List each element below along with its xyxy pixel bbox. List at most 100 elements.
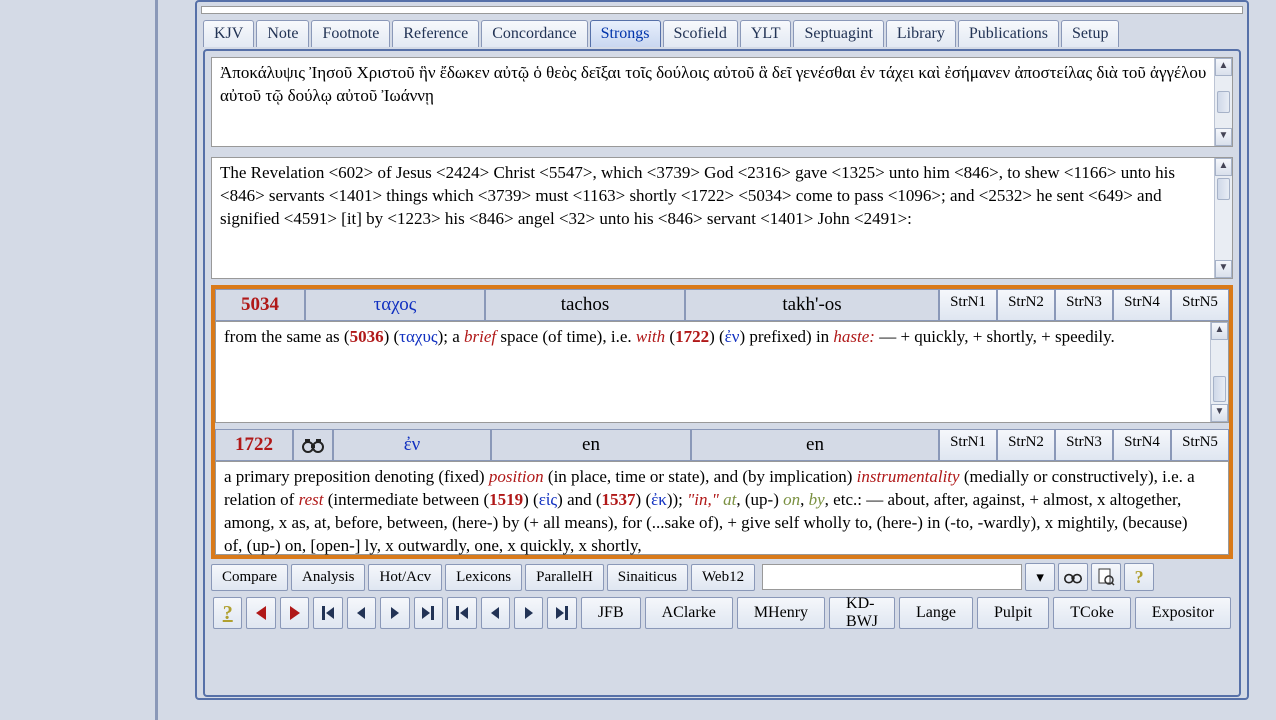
scroll-thumb[interactable] [1213, 376, 1226, 402]
def-text: — + quickly, + shortly, + speedily. [875, 327, 1115, 346]
dropdown-icon[interactable]: ▾ [1025, 563, 1055, 591]
bottom-tab-parallelh[interactable]: ParallelH [525, 564, 604, 591]
last-button[interactable] [414, 597, 443, 629]
strn1-button[interactable]: StrN1 [939, 289, 997, 321]
next2-button[interactable] [514, 597, 543, 629]
commentary-expositor[interactable]: Expositor [1135, 597, 1231, 629]
strongs-greek[interactable]: ταχος [305, 289, 485, 321]
help-icon[interactable]: ? [1124, 563, 1154, 591]
tab-ylt[interactable]: YLT [740, 20, 792, 47]
bottom-tab-compare[interactable]: Compare [211, 564, 288, 591]
bottom-tab-hot/acv[interactable]: Hot/Acv [368, 564, 442, 591]
strongs-translit: tachos [485, 289, 685, 321]
ref-greek[interactable]: εἰς [539, 490, 557, 509]
strn3-button[interactable]: StrN3 [1055, 429, 1113, 461]
tab-kjv[interactable]: KJV [203, 20, 254, 47]
def-text: space (of time), i.e. [496, 327, 636, 346]
ref-greek[interactable]: ἐν [725, 327, 740, 346]
bottom-tab-web12[interactable]: Web12 [691, 564, 755, 591]
tab-library[interactable]: Library [886, 20, 956, 47]
def-italic: on [783, 490, 800, 509]
next-button[interactable] [380, 597, 409, 629]
tab-footnote[interactable]: Footnote [311, 20, 390, 47]
scroll-down-icon[interactable]: ▼ [1215, 128, 1232, 146]
first2-button[interactable] [447, 597, 476, 629]
ref-1519[interactable]: 1519 [489, 490, 523, 509]
scrollbar[interactable]: ▲ ▼ [1214, 58, 1232, 146]
tab-scofield[interactable]: Scofield [663, 20, 738, 47]
def-italic: rest [299, 490, 324, 509]
strongs-header-5034: 5034 ταχος tachos takh'-os StrN1 StrN2 S… [215, 289, 1229, 321]
tab-septuagint[interactable]: Septuagint [793, 20, 883, 47]
commentary-tcoke[interactable]: TCoke [1053, 597, 1131, 629]
bottom-tab-analysis[interactable]: Analysis [291, 564, 366, 591]
strn4-button[interactable]: StrN4 [1113, 289, 1171, 321]
scroll-down-icon[interactable]: ▼ [1211, 404, 1228, 422]
next-red-button[interactable] [280, 597, 309, 629]
tab-reference[interactable]: Reference [392, 20, 479, 47]
strn2-button[interactable]: StrN2 [997, 429, 1055, 461]
search-page-icon[interactable] [1091, 563, 1121, 591]
strn5-button[interactable]: StrN5 [1171, 289, 1229, 321]
scroll-thumb[interactable] [1217, 178, 1230, 200]
tab-concordance[interactable]: Concordance [481, 20, 587, 47]
scrollbar[interactable]: ▲ ▼ [1214, 158, 1232, 278]
ref-5036[interactable]: 5036 [350, 327, 384, 346]
ref-1722[interactable]: 1722 [675, 327, 709, 346]
def-text: , [800, 490, 809, 509]
interlinear-pane: The Revelation <602> of Jesus <2424> Chr… [211, 157, 1233, 279]
binoculars-icon[interactable] [293, 429, 333, 461]
bottom-input[interactable] [762, 564, 1022, 590]
first-button[interactable] [313, 597, 342, 629]
tab-strongs[interactable]: Strongs [590, 20, 661, 47]
strongs-greek[interactable]: ἐν [333, 429, 491, 461]
top-tab-row: KJVNoteFootnoteReferenceConcordanceStron… [197, 18, 1247, 47]
prev-button[interactable] [347, 597, 376, 629]
def-italic: with [636, 327, 665, 346]
help-button[interactable]: ? [213, 597, 242, 629]
strongs-pronounce: en [691, 429, 939, 461]
commentary-jfb[interactable]: JFB [581, 597, 641, 629]
commentary-lange[interactable]: Lange [899, 597, 973, 629]
scroll-up-icon[interactable]: ▲ [1211, 322, 1228, 340]
strongs-number: 5034 [215, 289, 305, 321]
strn4-button[interactable]: StrN4 [1113, 429, 1171, 461]
strongs-number: 1722 [215, 429, 293, 461]
strn3-button[interactable]: StrN3 [1055, 289, 1113, 321]
commentary-pulpit[interactable]: Pulpit [977, 597, 1049, 629]
strn1-button[interactable]: StrN1 [939, 429, 997, 461]
bottom-tab-row: CompareAnalysisHot/AcvLexiconsParallelHS… [211, 563, 1233, 591]
scroll-up-icon[interactable]: ▲ [1215, 58, 1232, 76]
scroll-down-icon[interactable]: ▼ [1215, 260, 1232, 278]
ref-greek[interactable]: ταχυς [399, 327, 437, 346]
def-italic: at [723, 490, 736, 509]
strn5-button[interactable]: StrN5 [1171, 429, 1229, 461]
ref-greek[interactable]: ἐκ [651, 490, 667, 509]
def-italic: brief [464, 327, 496, 346]
scroll-up-icon[interactable]: ▲ [1215, 158, 1232, 176]
tab-publications[interactable]: Publications [958, 20, 1059, 47]
last2-button[interactable] [547, 597, 576, 629]
prev2-button[interactable] [481, 597, 510, 629]
greek-text: Ἀποκάλυψις Ἰησοῦ Χριστοῦ ἣν ἔδωκεν αὐτῷ … [212, 58, 1232, 112]
tab-setup[interactable]: Setup [1061, 20, 1119, 47]
scrollbar[interactable]: ▲ ▼ [1210, 322, 1228, 422]
def-text: ) and ( [557, 490, 601, 509]
ref-1537[interactable]: 1537 [602, 490, 636, 509]
commentary-aclarke[interactable]: AClarke [645, 597, 733, 629]
commentary-mhenry[interactable]: MHenry [737, 597, 825, 629]
def-text: , (up-) [736, 490, 783, 509]
def-text: from the same as ( [224, 327, 350, 346]
strn2-button[interactable]: StrN2 [997, 289, 1055, 321]
def-italic: by [809, 490, 825, 509]
prev-red-button[interactable] [246, 597, 275, 629]
search-bar-blank [201, 6, 1243, 14]
tab-note[interactable]: Note [256, 20, 309, 47]
bottom-tab-sinaiticus[interactable]: Sinaiticus [607, 564, 688, 591]
def-text: ); a [438, 327, 464, 346]
bottom-tab-lexicons[interactable]: Lexicons [445, 564, 522, 591]
commentary-kd-bwj[interactable]: KD-BWJ [829, 597, 895, 629]
binoculars-icon[interactable] [1058, 563, 1088, 591]
def-text: (intermediate between ( [323, 490, 489, 509]
scroll-thumb[interactable] [1217, 91, 1230, 113]
